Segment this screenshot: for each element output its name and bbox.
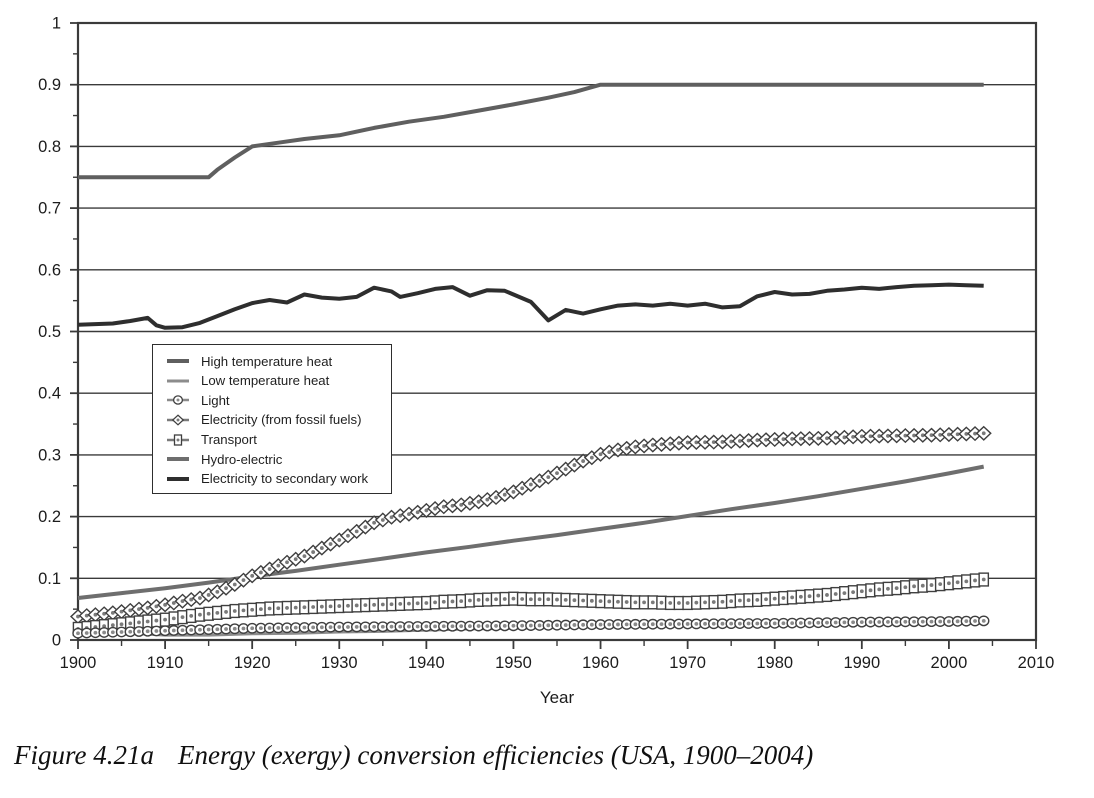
legend-label: Electricity to secondary work xyxy=(201,471,369,487)
legend-swatch-line-icon xyxy=(167,457,189,462)
legend-label: Transport xyxy=(201,432,257,448)
series-transport xyxy=(72,572,990,636)
svg-text:2010: 2010 xyxy=(1018,654,1055,672)
series-hydro-electric xyxy=(77,464,985,600)
figure-caption-title: Energy (exergy) conversion efficiencies … xyxy=(177,740,814,770)
svg-text:0.7: 0.7 xyxy=(38,200,61,218)
series-electricity-from-fossil-fuels xyxy=(69,425,992,625)
svg-text:1900: 1900 xyxy=(60,654,97,672)
svg-text:1940: 1940 xyxy=(408,654,445,672)
axis-ticks xyxy=(70,22,1037,649)
legend-item-light: Light xyxy=(165,391,385,409)
legend-label: Light xyxy=(201,392,230,408)
legend-swatch-line-icon xyxy=(167,476,189,481)
legend-item-transport: Transport xyxy=(165,431,385,449)
svg-text:1960: 1960 xyxy=(582,654,619,672)
legend-item-hydro-electric: Hydro-electric xyxy=(165,450,385,468)
svg-text:0.9: 0.9 xyxy=(38,76,61,94)
legend-item-high-temperature-heat: High temperature heat xyxy=(165,352,385,370)
svg-text:0.8: 0.8 xyxy=(38,138,61,156)
legend-item-electricity-from-fossil-fuels: Electricity (from fossil fuels) xyxy=(165,411,385,429)
svg-text:1990: 1990 xyxy=(843,654,880,672)
legend-label: Electricity (from fossil fuels) xyxy=(201,412,362,428)
legend-item-low-temperature-heat: Low temperature heat xyxy=(165,372,385,390)
legend-item-electricity-to-secondary-work: Electricity to secondary work xyxy=(165,470,385,488)
svg-text:0.3: 0.3 xyxy=(38,446,61,464)
svg-text:1950: 1950 xyxy=(495,654,532,672)
legend-label: High temperature heat xyxy=(201,353,333,369)
x-axis-title: Year xyxy=(540,688,575,707)
svg-text:0.1: 0.1 xyxy=(38,570,61,588)
svg-text:0: 0 xyxy=(52,632,61,650)
legend-swatch-line-icon xyxy=(167,379,189,383)
svg-text:1: 1 xyxy=(52,15,61,33)
svg-text:1910: 1910 xyxy=(147,654,184,672)
series-light xyxy=(72,615,990,639)
legend-label: Hydro-electric xyxy=(201,451,283,467)
series-electricity-to-secondary-work xyxy=(77,282,984,330)
legend-label: Low temperature heat xyxy=(201,373,330,389)
legend-swatch-line-icon xyxy=(167,359,189,363)
svg-text:1970: 1970 xyxy=(669,654,706,672)
svg-text:1980: 1980 xyxy=(756,654,793,672)
svg-text:0.5: 0.5 xyxy=(38,323,61,341)
svg-text:1930: 1930 xyxy=(321,654,358,672)
chart-legend: High temperature heat Low temperature hea… xyxy=(152,344,392,494)
gridlines xyxy=(78,83,1036,579)
y-tick-labels: 0 0.1 0.2 0.3 0.4 0.5 0.6 0.7 0.8 0.9 1 xyxy=(38,15,61,650)
svg-text:1920: 1920 xyxy=(234,654,271,672)
svg-text:0.6: 0.6 xyxy=(38,261,61,279)
figure-caption-label: Figure 4.21a xyxy=(14,740,154,770)
series-high-temperature-heat xyxy=(78,82,984,180)
legend-swatch-circle-icon xyxy=(167,395,189,406)
x-tick-labels: 1900 1910 1920 1930 1940 1950 1960 1970 1980 1990… xyxy=(60,654,1055,672)
figure-caption: Figure 4.21a Energy (exergy) conversion e… xyxy=(14,740,1084,771)
legend-swatch-diamond-icon xyxy=(167,414,189,426)
svg-text:2000: 2000 xyxy=(931,654,968,672)
legend-swatch-square-icon xyxy=(167,433,189,446)
svg-text:0.2: 0.2 xyxy=(38,508,61,526)
svg-text:0.4: 0.4 xyxy=(38,385,61,403)
